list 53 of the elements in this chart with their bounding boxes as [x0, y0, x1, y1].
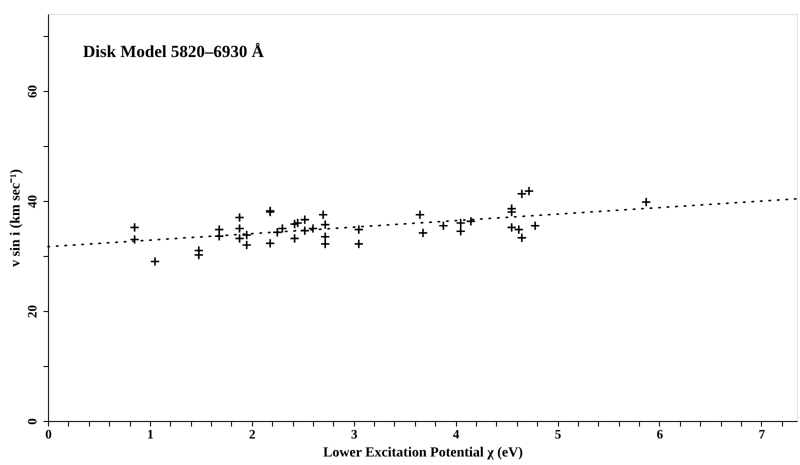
y-tick-label: 0	[24, 418, 40, 425]
point	[234, 233, 245, 244]
point	[318, 210, 328, 220]
point	[456, 226, 466, 236]
point	[194, 250, 204, 260]
point	[130, 234, 140, 244]
x-tick-label: 5	[554, 426, 562, 442]
y-tick-label: 60	[24, 85, 40, 98]
y-tick-label: 20	[24, 305, 40, 318]
x-tick-label: 4	[452, 426, 460, 442]
point	[456, 218, 466, 228]
text: Disk Model 5820–6930 Å	[83, 42, 265, 61]
point	[466, 216, 476, 226]
point	[354, 224, 364, 235]
point	[641, 197, 652, 208]
point	[308, 224, 318, 234]
point	[300, 214, 310, 225]
point	[290, 233, 300, 244]
point	[354, 238, 364, 249]
point	[524, 186, 534, 196]
point	[150, 256, 160, 266]
x-tick-label: 7	[758, 426, 766, 442]
x-tick-label: 2	[249, 426, 256, 442]
point	[234, 212, 245, 222]
point	[320, 238, 330, 249]
point	[242, 230, 252, 240]
point	[272, 227, 282, 238]
point	[320, 232, 330, 242]
point	[438, 220, 448, 231]
point	[265, 238, 276, 248]
point	[242, 240, 252, 250]
point	[516, 188, 527, 199]
point	[516, 232, 527, 243]
x-tick-label: 0	[45, 426, 52, 442]
point	[290, 219, 300, 230]
y-axis-title: v sin i (km sec⁻¹)	[8, 168, 24, 267]
point	[234, 224, 245, 234]
point	[300, 226, 310, 236]
point	[320, 220, 330, 230]
point	[292, 218, 303, 228]
x-tick-label: 6	[656, 426, 664, 442]
point	[506, 207, 517, 217]
point	[277, 224, 288, 234]
point	[414, 210, 425, 220]
point	[214, 231, 224, 242]
x-tick-label: 1	[147, 426, 154, 442]
y-tick-label: 40	[24, 195, 40, 208]
point	[214, 224, 224, 235]
x-axis-title: Lower Excitation Potential χ (eV)	[323, 446, 524, 460]
point	[130, 222, 140, 232]
point	[530, 220, 540, 231]
point	[418, 228, 428, 238]
x-tick-label: 3	[350, 426, 358, 442]
